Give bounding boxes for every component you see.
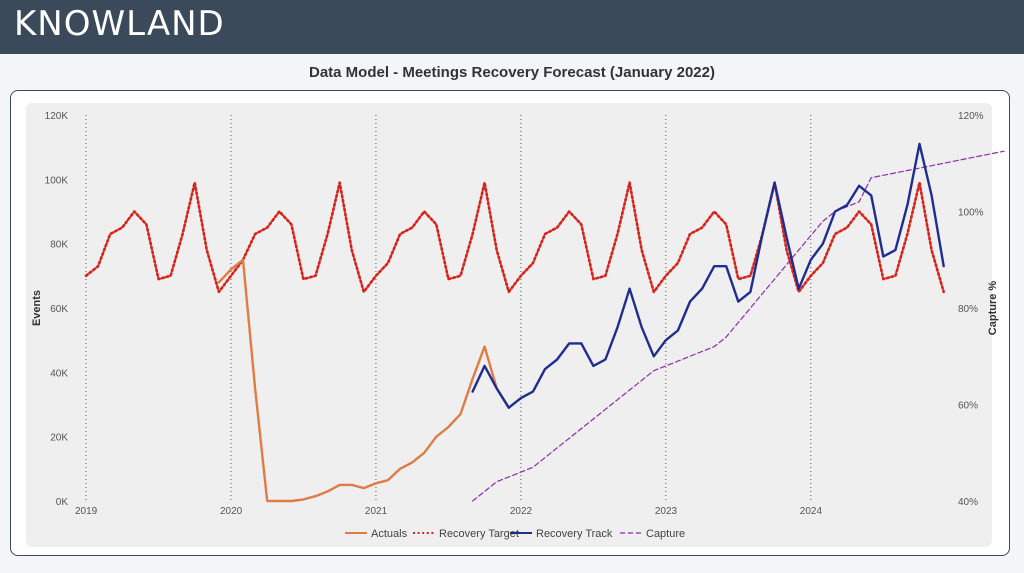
plot-background xyxy=(26,103,992,547)
series-recovery-target-line xyxy=(84,181,946,294)
y-tick-label: 100K xyxy=(45,175,69,186)
y-tick-label: 120K xyxy=(45,111,69,122)
legend-item-recovery-track: Recovery Track xyxy=(536,528,613,540)
x-tick-label: 2020 xyxy=(220,506,243,517)
app-header: KNOWLAND xyxy=(0,0,1024,54)
knowland-logo: KNOWLAND xyxy=(14,4,225,44)
y2-tick-label: 80% xyxy=(958,304,978,315)
x-tick-label: 2019 xyxy=(75,506,98,517)
x-tick-label: 2021 xyxy=(365,506,388,517)
x-tick-label: 2023 xyxy=(655,506,678,517)
y-tick-label: 80K xyxy=(50,240,68,251)
y-tick-label: 40K xyxy=(50,368,68,379)
y2-axis-label: Capture % xyxy=(987,281,999,336)
series-recovery-track-line xyxy=(471,142,945,409)
y2-tick-label: 40% xyxy=(958,497,978,508)
series-lines xyxy=(84,142,1005,503)
y2-tick-label: 100% xyxy=(958,208,984,219)
chart-title: Data Model - Meetings Recovery Forecast … xyxy=(309,64,715,81)
x-tick-label: 2024 xyxy=(800,506,823,517)
x-axis: 2019 2020 2021 2022 2023 2024 xyxy=(75,506,822,517)
y2-tick-label: 60% xyxy=(958,401,978,412)
grid-lines xyxy=(85,115,812,501)
y-axis-label: Events xyxy=(31,290,43,326)
y2-tick-label: 120% xyxy=(958,111,984,122)
y-axis-right: 40% 60% 80% 100% 120% xyxy=(958,111,984,508)
legend-item-capture: Capture xyxy=(646,528,685,540)
y-tick-label: 60K xyxy=(50,304,68,315)
chart-legend: Actuals Recovery Target Recovery Track Capt… xyxy=(345,528,685,540)
x-tick-label: 2022 xyxy=(510,506,533,517)
legend-item-actuals: Actuals xyxy=(371,528,408,540)
legend-item-recovery-target: Recovery Target xyxy=(439,528,519,540)
series-actuals-line xyxy=(217,258,510,503)
y-tick-label: 20K xyxy=(50,433,68,444)
y-tick-label: 0K xyxy=(56,497,69,508)
y-axis-left: 0K 20K 40K 60K 80K 100K 120K xyxy=(45,111,69,508)
